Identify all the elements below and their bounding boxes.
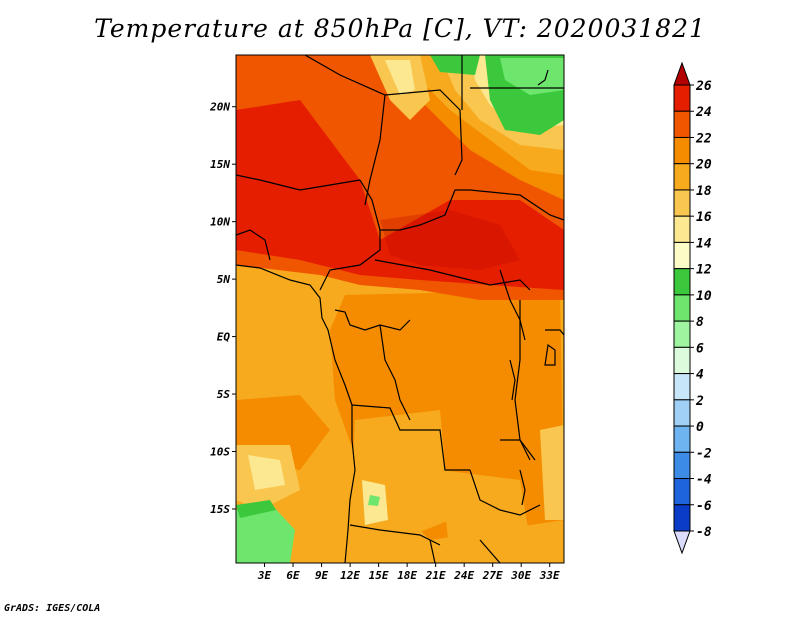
lake-malawi xyxy=(519,469,526,506)
border-zambia xyxy=(469,469,541,516)
colorbar-label: -8 xyxy=(696,525,712,540)
colorbar-label: 0 xyxy=(696,420,704,435)
border-angola-drc xyxy=(351,404,470,471)
colorbar-label: 16 xyxy=(696,210,712,225)
border-niger-chad xyxy=(304,55,386,206)
border-tanzania xyxy=(500,439,536,461)
colorbar-label: 18 xyxy=(696,184,712,199)
lat-tick-label: 15N xyxy=(210,158,230,171)
colorbar-label: 20 xyxy=(695,158,712,173)
colorbar-label: -6 xyxy=(696,499,712,514)
colorbar-label: 4 xyxy=(696,368,704,383)
colorbar-box xyxy=(673,294,691,322)
colorbar-label: 10 xyxy=(696,289,712,304)
field-zone-24-26 xyxy=(236,100,564,290)
lon-tick-label: 6E xyxy=(286,569,300,582)
lon-tick-label: 15E xyxy=(369,569,389,582)
colorbar-box xyxy=(673,478,691,506)
field-zone-12-14-sw xyxy=(236,500,276,518)
lake-albert xyxy=(509,359,516,401)
lake-victoria xyxy=(544,343,556,366)
border-chad-car xyxy=(380,189,470,231)
border-drc-east xyxy=(514,300,531,461)
colorbar-label: 22 xyxy=(695,131,712,146)
colorbar-label: 12 xyxy=(696,263,712,278)
lon-tick-label: 30E xyxy=(510,569,531,582)
border-niger-nigeria xyxy=(236,174,361,191)
border-gabon-congo xyxy=(334,309,411,331)
colorbar-label: 24 xyxy=(695,105,712,120)
field-zone-12-14-nw xyxy=(430,55,480,75)
colorbar-box xyxy=(673,241,691,270)
lat-tick-label: 10N xyxy=(210,216,230,229)
field-zone-14-16-coast xyxy=(248,455,285,490)
field-zone-10-12-sw xyxy=(236,505,295,563)
colorbar-label: 8 xyxy=(696,315,704,330)
map-frame xyxy=(235,54,565,564)
lon-tick-label: 9E xyxy=(315,569,329,582)
colorbar-box xyxy=(673,84,691,112)
colorbar-box xyxy=(673,136,691,165)
border-zimbabwe xyxy=(479,539,501,563)
lon-tick-label: 33E xyxy=(539,569,560,582)
colorbar-label: 26 xyxy=(695,79,712,94)
colorbar-label: 2 xyxy=(695,394,704,409)
colorbar-box xyxy=(673,215,691,243)
colorbar-label: 14 xyxy=(696,236,712,251)
field-zone-10-12-highland xyxy=(368,495,380,506)
border-sudan-ssudan xyxy=(469,189,564,221)
lon-tick-label: 18E xyxy=(397,569,417,582)
colorbar-box xyxy=(673,425,691,453)
longitude-axis: 3E 6E 9E 12E 15E 18E 21E 24E 27E 30E 33E xyxy=(257,563,560,582)
colorbar-label: -4 xyxy=(696,473,712,488)
field-zone-10-12-ne xyxy=(500,58,564,95)
lon-tick-label: 21E xyxy=(425,569,446,582)
border-benin xyxy=(236,229,271,261)
lon-tick-label: 27E xyxy=(482,569,503,582)
grads-credit: GrADS: IGES/COLA xyxy=(4,603,101,614)
colorbar-box xyxy=(673,189,691,217)
chart-title: Temperature at 850hPa [C], VT: 202003182… xyxy=(94,14,706,43)
border-botswana xyxy=(429,539,436,563)
lon-tick-label: 3E xyxy=(257,569,272,582)
lat-tick-label: EQ xyxy=(217,331,231,344)
field-zone-18-20-zambia xyxy=(440,470,530,555)
latitude-axis: 20N 15N 10N 5N EQ 5S 10S 15S xyxy=(209,101,236,516)
colorbar-box xyxy=(673,320,691,348)
lat-tick-label: 15S xyxy=(210,503,230,516)
lat-tick-label: 5S xyxy=(217,388,231,401)
border-nigeria-cameroon xyxy=(319,179,381,291)
colorbar-box xyxy=(673,346,691,375)
colorbar-box xyxy=(673,110,691,138)
field-zone-14-16-libya xyxy=(385,60,415,95)
border-ssudan-uganda xyxy=(499,269,526,341)
colorbar-box xyxy=(673,504,691,532)
country-borders xyxy=(236,55,564,563)
colorbar-upper-arrow xyxy=(673,61,691,86)
border-congo-drc xyxy=(379,324,411,421)
border-car-drc xyxy=(374,259,531,291)
lat-tick-label: 20N xyxy=(209,101,230,114)
colorbar-box xyxy=(673,163,691,191)
colorbar-label: 6 xyxy=(696,341,704,356)
lat-tick-label: 10S xyxy=(210,446,230,459)
border-kenya xyxy=(545,329,564,336)
nile-delta xyxy=(537,69,549,86)
field-zone-26-plus xyxy=(380,210,520,270)
border-chad-sudan xyxy=(384,89,463,176)
field-zone-16-18-east xyxy=(540,425,564,520)
colorbar-box xyxy=(673,373,691,401)
lon-tick-label: 24E xyxy=(453,569,474,582)
colorbar-box xyxy=(673,451,691,480)
lon-tick-label: 12E xyxy=(340,569,360,582)
coastline-west xyxy=(236,264,356,563)
colorbar-label: -2 xyxy=(696,446,712,461)
colorbar-box xyxy=(673,399,691,427)
lat-tick-label: 5N xyxy=(217,273,231,286)
colorbar-box xyxy=(673,268,691,296)
colorbar-lower-arrow xyxy=(673,530,691,555)
